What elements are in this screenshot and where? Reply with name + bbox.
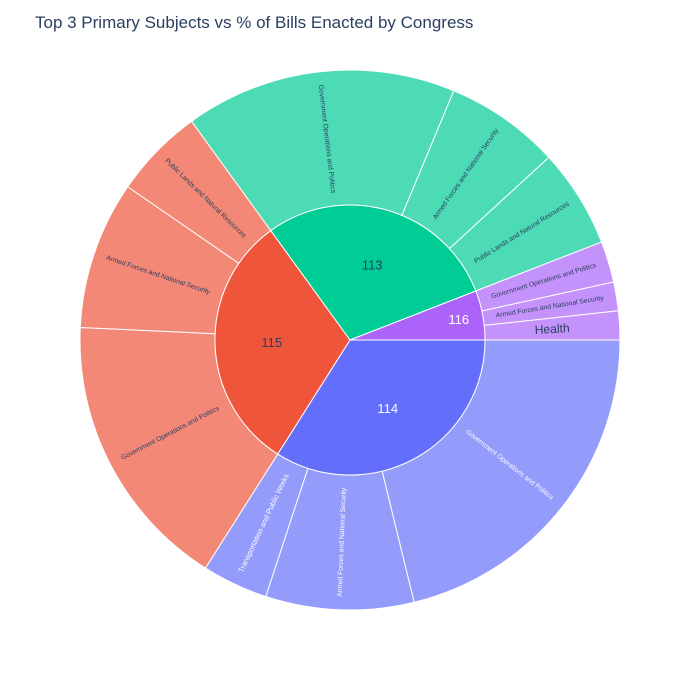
inner-label-113: 113 (362, 257, 383, 272)
inner-segment-113[interactable] (270, 204, 477, 341)
inner-segment-115[interactable] (214, 229, 351, 455)
outer-ring (79, 69, 621, 611)
inner-label-115: 115 (261, 335, 282, 350)
outer-label-116-health: Health (534, 321, 570, 337)
outer-label-114-armed-forces-and-national-security: Armed Forces and National Security (337, 487, 348, 597)
inner-ring (214, 204, 486, 476)
inner-segment-114[interactable] (277, 339, 486, 476)
inner-label-114: 114 (377, 401, 398, 416)
chart-title: Top 3 Primary Subjects vs % of Bills Ena… (35, 13, 474, 32)
inner-segment-116[interactable] (349, 290, 486, 341)
inner-label-116: 116 (448, 312, 469, 327)
